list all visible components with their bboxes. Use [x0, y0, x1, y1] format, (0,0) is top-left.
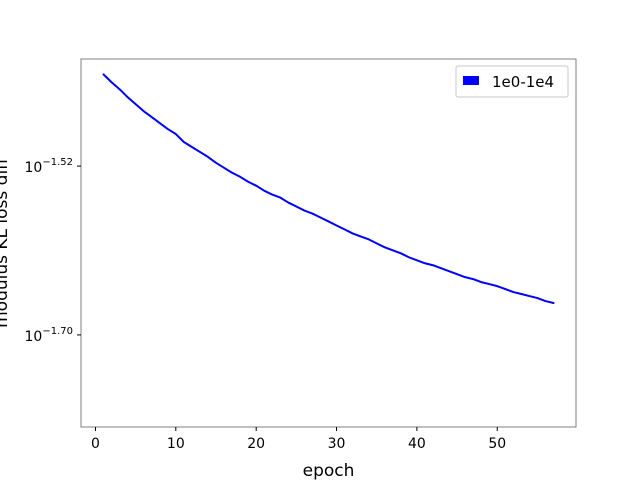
x-tick-label: 10 [167, 436, 185, 452]
x-tick-label: 40 [408, 436, 426, 452]
y-axis-label: modulus KL loss diff [0, 157, 12, 328]
legend-box [455, 65, 569, 98]
y-tick-label: 10−1.52 [25, 157, 73, 176]
x-axis-label: epoch [303, 461, 355, 480]
legend-swatch [463, 76, 479, 85]
x-tick-label: 50 [488, 436, 506, 452]
axes-frame [80, 58, 577, 428]
x-tick-label: 20 [247, 436, 265, 452]
x-tick-label: 30 [328, 436, 346, 452]
legend: 1e0-1e4 [455, 65, 569, 98]
x-axis: 0 10 20 30 40 50 [91, 427, 506, 452]
x-tick-label: 0 [91, 436, 100, 452]
y-axis: 10−1.52 10−1.70 [25, 157, 81, 345]
y-tick-label: 10−1.70 [25, 326, 73, 345]
legend-label: 1e0-1e4 [492, 73, 554, 91]
series-line-1e0-1e4 [102, 73, 555, 305]
